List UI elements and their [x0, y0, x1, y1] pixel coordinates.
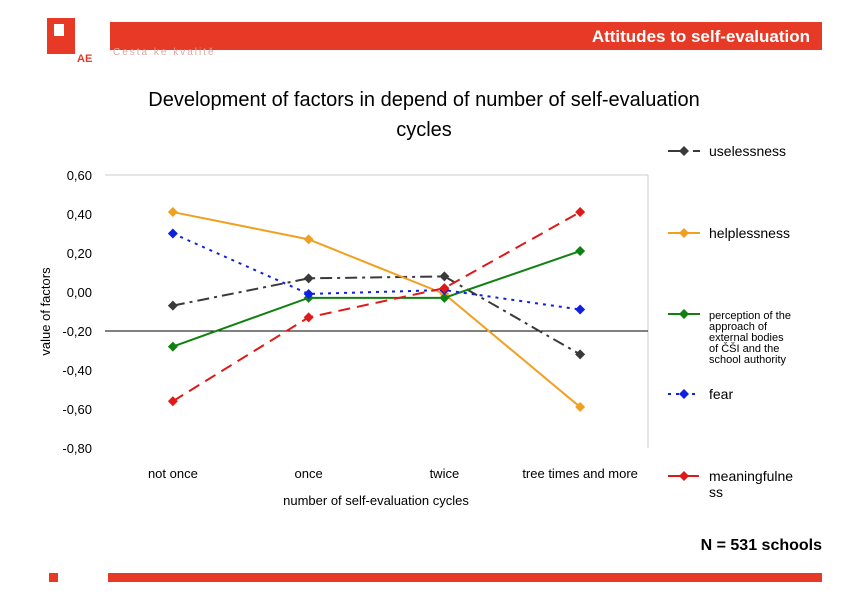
data-point	[167, 396, 178, 407]
x-tick-label: not once	[148, 466, 198, 481]
chart-title-line: Development of factors in depend of numb…	[148, 89, 699, 111]
legend-label: uselessness	[709, 143, 786, 159]
y-tick-label: -0,40	[62, 363, 92, 378]
series-line	[172, 232, 581, 311]
series-line	[172, 211, 581, 403]
data-point	[167, 228, 178, 239]
chart-title-line: cycles	[396, 119, 452, 141]
sample-size-note: N = 531 schools	[700, 537, 822, 554]
data-point	[439, 283, 450, 294]
data-point	[167, 300, 178, 311]
x-tick-label: tree times and more	[522, 466, 638, 481]
data-point	[167, 207, 178, 218]
series-line	[172, 275, 581, 356]
legend-label: fear	[709, 386, 733, 402]
legend-marker	[679, 309, 689, 319]
legend-marker	[679, 389, 689, 399]
data-point	[575, 304, 586, 315]
data-point	[575, 349, 586, 360]
series-line	[172, 211, 581, 408]
slide-title: Attitudes to self-evaluation	[591, 27, 810, 46]
y-tick-label: -0,20	[62, 324, 92, 339]
data-point	[439, 292, 450, 303]
data-point	[439, 271, 450, 282]
y-tick-label: 0,60	[67, 168, 92, 183]
data-point	[303, 273, 314, 284]
footer-square	[49, 573, 58, 582]
data-point	[575, 402, 586, 413]
brand-logo: AE	[47, 18, 92, 64]
y-axis-label: value of factors	[38, 267, 53, 356]
legend-marker	[679, 471, 689, 481]
logo-text: AE	[77, 53, 92, 64]
y-tick-label: 0,20	[67, 246, 92, 261]
legend-marker	[679, 228, 689, 238]
legend-marker	[679, 146, 689, 156]
x-tick-label: once	[295, 466, 323, 481]
legend-label: meaningfulne ss	[709, 468, 793, 500]
legend-label: perception of the approach of external bod…	[709, 310, 791, 366]
legend-label: helplessness	[709, 225, 790, 241]
tagline: Cesta ke kvalitě	[113, 47, 216, 58]
x-axis-label: number of self-evaluation cycles	[283, 493, 469, 508]
y-tick-label: 0,00	[67, 285, 92, 300]
header-bar	[110, 22, 822, 50]
data-point	[167, 341, 178, 352]
y-tick-label: 0,40	[67, 207, 92, 222]
series-line	[172, 250, 581, 348]
data-point	[575, 207, 586, 218]
data-point	[303, 234, 314, 245]
y-tick-label: -0,60	[62, 402, 92, 417]
footer-bar	[108, 573, 822, 582]
data-point	[575, 246, 586, 257]
data-point	[303, 288, 314, 299]
y-tick-label: -0,80	[62, 441, 92, 456]
data-point	[303, 312, 314, 323]
x-tick-label: twice	[430, 466, 460, 481]
